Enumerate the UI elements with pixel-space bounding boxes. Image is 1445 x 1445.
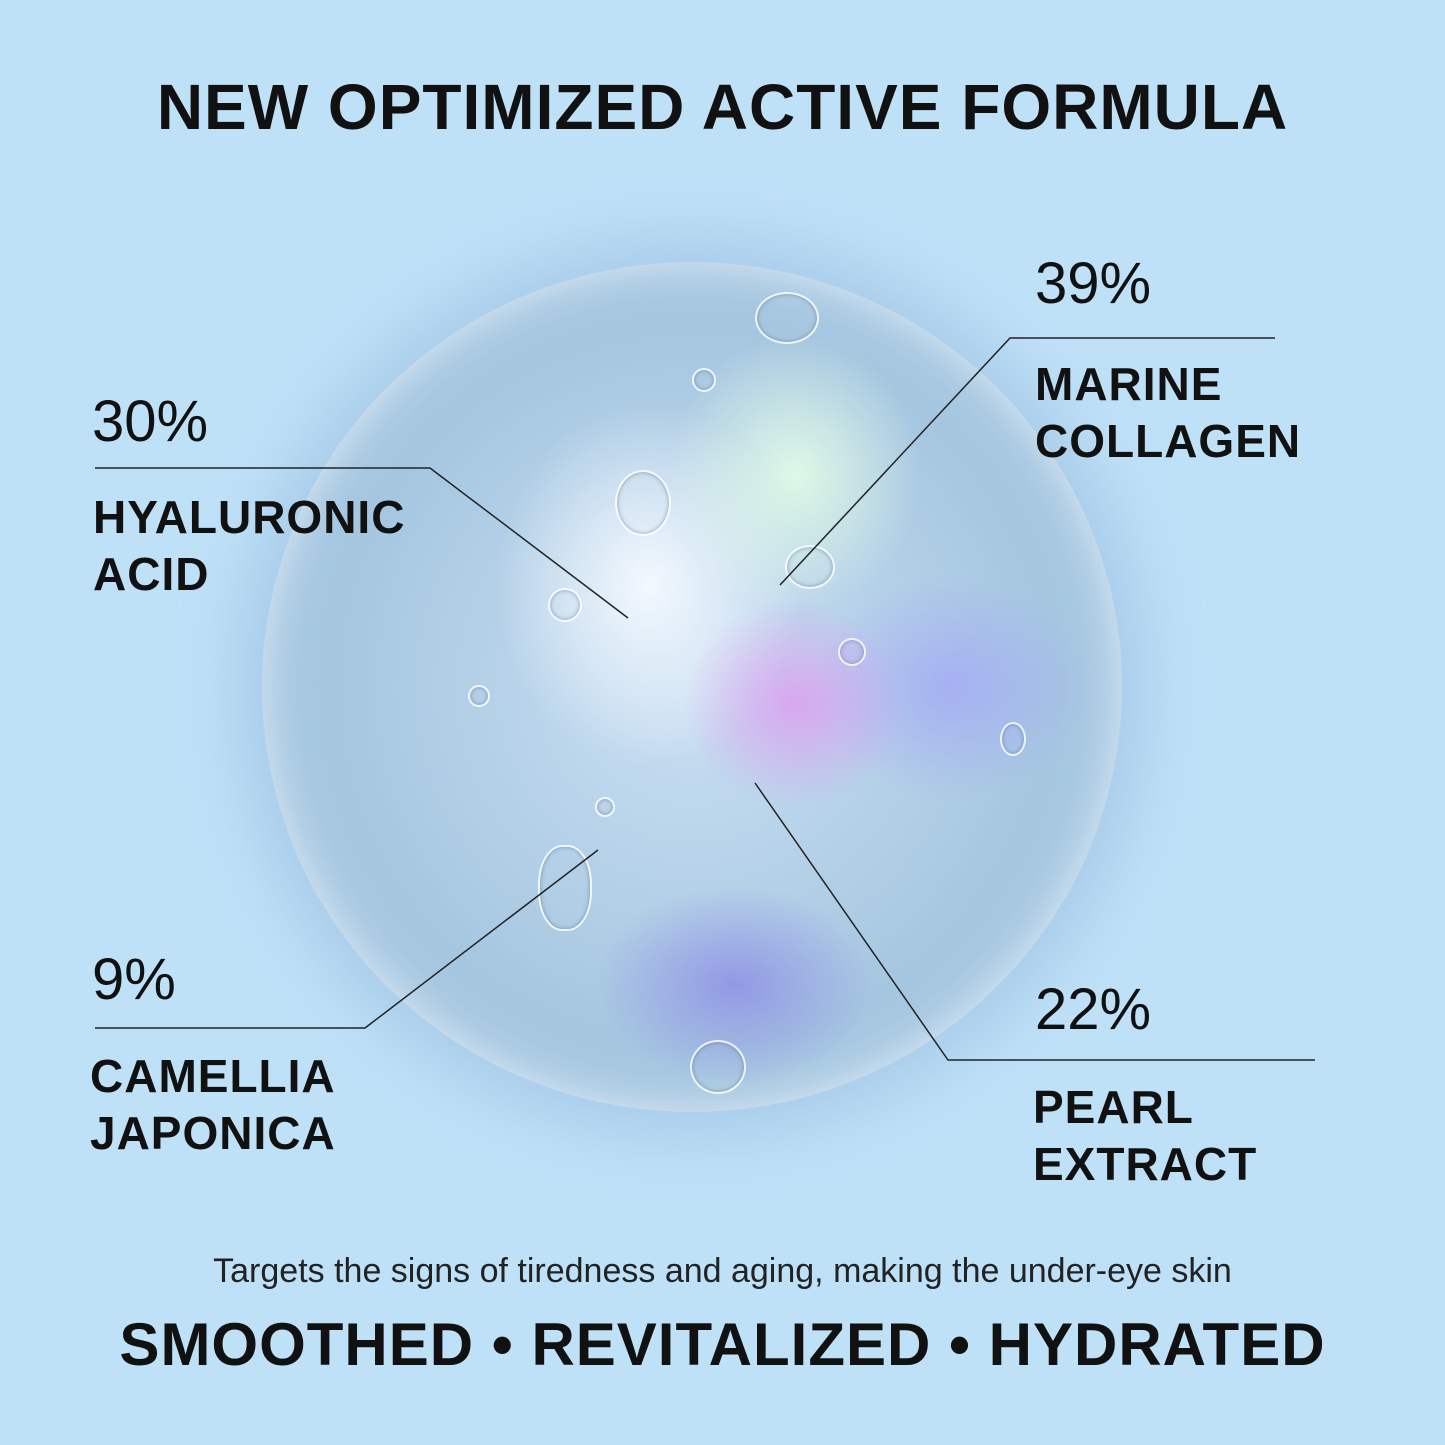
tagline: Targets the signs of tiredness and aging… bbox=[213, 1252, 1232, 1290]
bubble bbox=[468, 685, 490, 707]
bubble bbox=[1000, 722, 1026, 756]
label-line: COLLAGEN bbox=[1035, 415, 1302, 467]
label-line: ACID bbox=[93, 548, 210, 600]
bubble bbox=[615, 470, 671, 536]
pearl-extract-label: PEARL EXTRACT bbox=[1033, 1079, 1257, 1193]
label-line: JAPONICA bbox=[90, 1107, 336, 1159]
callout-line-camellia-japonica bbox=[95, 849, 599, 1029]
label-line: PEARL bbox=[1033, 1081, 1194, 1133]
hyaluronic-acid-percent: 30% bbox=[92, 389, 209, 454]
bubble bbox=[538, 845, 592, 931]
label-line: CAMELLIA bbox=[90, 1050, 336, 1102]
serum-drop-image bbox=[262, 262, 1122, 1112]
bubble bbox=[595, 797, 615, 817]
benefits-line: SMOOTHED • REVITALIZED • HYDRATED bbox=[119, 1311, 1326, 1378]
bubble bbox=[548, 588, 582, 622]
bubble bbox=[692, 368, 716, 392]
label-line: HYALURONIC bbox=[93, 491, 406, 543]
marine-collagen-percent: 39% bbox=[1035, 251, 1152, 316]
bubble bbox=[785, 545, 835, 589]
camellia-japonica-percent: 9% bbox=[92, 947, 176, 1012]
page-title: NEW OPTIMIZED ACTIVE FORMULA bbox=[156, 71, 1289, 143]
marine-collagen-label: MARINE COLLAGEN bbox=[1035, 356, 1301, 470]
callout-line-marine-collagen bbox=[779, 337, 1275, 586]
bubble bbox=[838, 638, 866, 666]
bubble bbox=[755, 292, 819, 344]
callout-line-hyaluronic-acid bbox=[95, 467, 629, 619]
label-line: EXTRACT bbox=[1033, 1138, 1258, 1190]
hyaluronic-acid-label: HYALURONIC ACID bbox=[93, 489, 405, 603]
label-line: MARINE bbox=[1035, 358, 1223, 410]
pearl-extract-percent: 22% bbox=[1035, 977, 1152, 1042]
callout-line-pearl-extract bbox=[754, 782, 1315, 1061]
camellia-japonica-label: CAMELLIA JAPONICA bbox=[90, 1048, 336, 1162]
bubble bbox=[690, 1040, 746, 1094]
